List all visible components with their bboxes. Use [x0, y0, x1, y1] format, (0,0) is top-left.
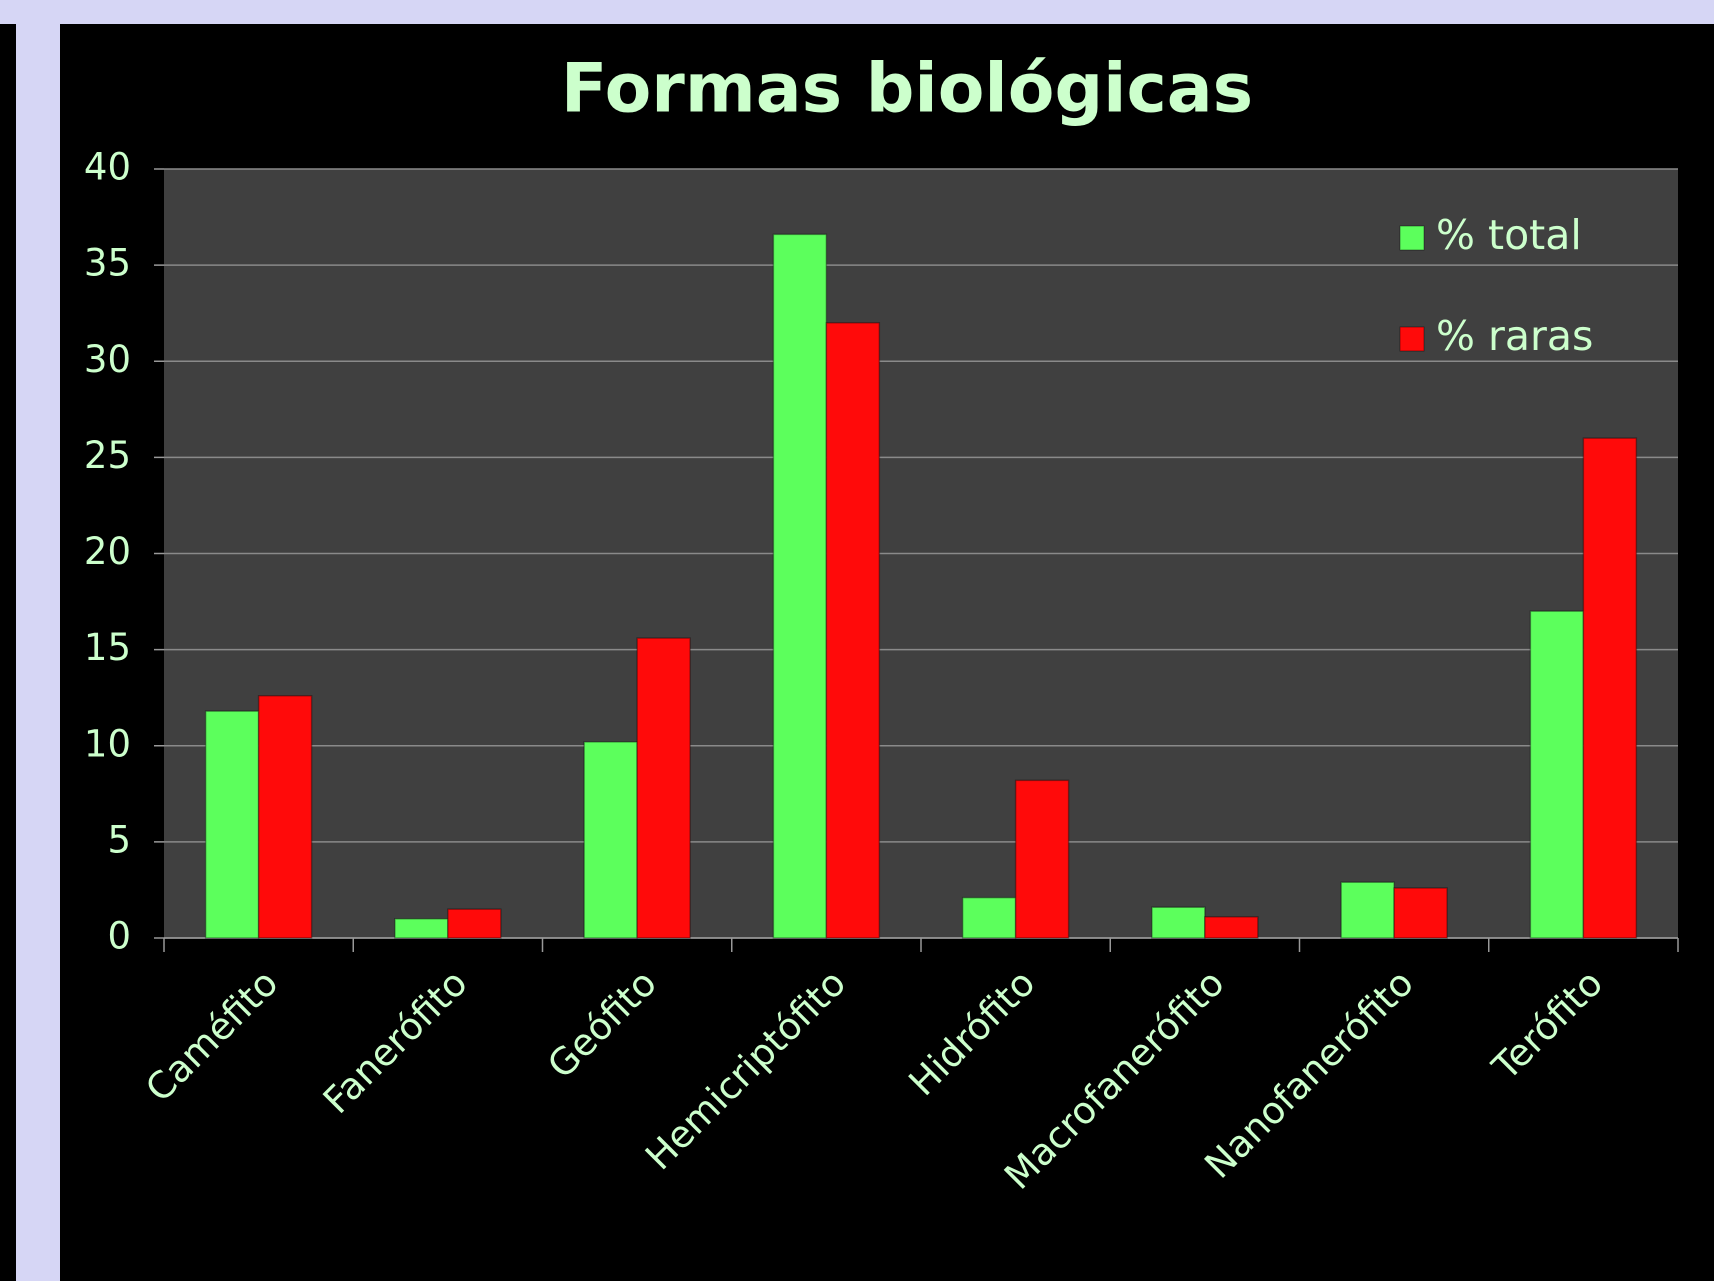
bar — [772, 233, 828, 939]
bar — [1204, 916, 1259, 939]
bar — [394, 918, 449, 939]
bar — [1151, 906, 1206, 939]
left-strip — [0, 24, 16, 1281]
chart-title: Formas biológicas — [561, 50, 1253, 129]
bar — [204, 710, 260, 939]
bar — [636, 637, 691, 939]
bar — [961, 896, 1017, 939]
bar — [1582, 437, 1638, 939]
y-tick-label: 10 — [84, 722, 131, 765]
legend-swatch — [1399, 225, 1425, 251]
legend-swatch — [1399, 326, 1425, 352]
bar — [257, 695, 313, 939]
y-tick-label: 0 — [107, 915, 131, 958]
bar — [1529, 610, 1585, 939]
y-tick-label: 20 — [84, 530, 131, 573]
bar — [825, 322, 881, 939]
legend-label: % total — [1436, 211, 1582, 259]
legend-label: % raras — [1436, 312, 1593, 360]
bar — [583, 741, 638, 939]
bar — [447, 908, 502, 939]
y-tick-label: 35 — [84, 242, 131, 285]
y-tick-label: 15 — [84, 626, 131, 669]
y-tick-label: 40 — [84, 146, 131, 189]
y-tick-label: 30 — [84, 338, 131, 381]
y-tick-label: 5 — [107, 818, 131, 861]
bar — [1340, 881, 1395, 939]
bar — [1014, 779, 1070, 939]
y-tick-label: 25 — [84, 434, 131, 477]
bar — [1393, 887, 1448, 939]
